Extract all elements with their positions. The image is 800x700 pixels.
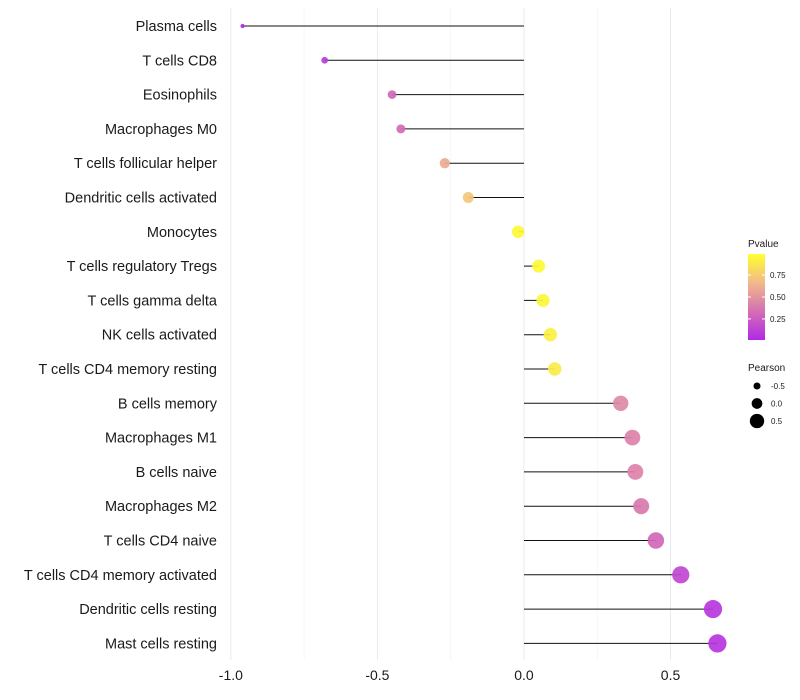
pearson-legend-dot: [753, 382, 761, 390]
y-category-label: Mast cells resting: [105, 636, 217, 652]
lollipop-dot: [647, 532, 665, 549]
lollipop-dot: [633, 498, 650, 515]
lollipop-dot: [439, 158, 450, 169]
pvalue-tick-label: 0.75: [770, 271, 786, 280]
x-grid-lines: [230, 8, 672, 660]
lollipop-dot: [536, 293, 550, 307]
lollipop-dot: [321, 56, 329, 64]
lollipop-dot: [627, 463, 644, 480]
y-category-label: Macrophages M1: [105, 431, 217, 447]
x-tick-label: 0.0: [514, 667, 534, 683]
lollipop-dot: [672, 566, 690, 584]
y-category-label: T cells CD8: [142, 53, 217, 69]
x-tick-label: -0.5: [365, 667, 389, 683]
x-axis-tick-labels: -1.0 -0.5 0.0 0.5: [219, 667, 681, 683]
lollipop-dot: [387, 90, 397, 99]
lollipop-dots: [240, 23, 727, 653]
y-category-label: Macrophages M0: [105, 122, 217, 138]
y-category-label: Macrophages M2: [105, 499, 217, 515]
y-category-label: T cells CD4 memory resting: [38, 362, 217, 378]
x-tick-label: -1.0: [219, 667, 243, 683]
pearson-legend-label: 0.0: [771, 400, 783, 409]
lollipop-dot: [612, 395, 629, 412]
y-category-label: Monocytes: [147, 225, 217, 241]
pvalue-legend: Pvalue 0.25 0.50 0.75: [748, 239, 786, 340]
pearson-legend-items: -0.5 0.0 0.5: [749, 382, 785, 429]
lollipop-dot: [240, 23, 245, 29]
pvalue-tick-label: 0.50: [770, 293, 786, 302]
lollipop-dot: [543, 328, 558, 342]
y-axis-category-labels: Plasma cells T cells CD8 Eosinophils Macrop…: [24, 19, 218, 652]
lollipop-dot: [396, 124, 406, 134]
lollipop-dot: [532, 259, 546, 273]
pvalue-legend-ticks: 0.25 0.50 0.75: [748, 271, 786, 324]
lollipop-dot: [703, 600, 723, 619]
pearson-legend-title: Pearson: [748, 363, 785, 374]
y-category-label: B cells naive: [136, 465, 217, 481]
lollipop-dot: [511, 225, 525, 239]
lollipop-dot: [547, 362, 562, 376]
y-category-label: T cells gamma delta: [88, 293, 218, 309]
y-category-label: T cells follicular helper: [74, 156, 217, 172]
y-category-label: B cells memory: [118, 396, 218, 412]
y-category-label: Plasma cells: [136, 19, 217, 35]
pvalue-legend-title: Pvalue: [748, 239, 779, 250]
lollipop-dot: [708, 634, 727, 653]
pearson-legend: Pearson -0.5 0.0 0.5: [748, 363, 785, 429]
y-category-label: T cells CD4 naive: [104, 534, 217, 550]
pearson-legend-dot: [749, 413, 765, 429]
y-category-label: T cells CD4 memory activated: [24, 568, 217, 584]
y-category-label: T cells regulatory Tregs: [67, 259, 217, 275]
pearson-legend-dot: [751, 398, 763, 409]
lollipop-dot: [624, 429, 641, 446]
pvalue-tick-label: 0.25: [770, 315, 786, 324]
x-tick-label: 0.5: [661, 667, 681, 683]
lollipop-dot: [462, 192, 474, 203]
pvalue-colorbar: [748, 254, 765, 340]
y-category-label: Dendritic cells activated: [65, 191, 217, 207]
pearson-legend-label: 0.5: [771, 417, 783, 426]
lollipop-stems: [242, 25, 718, 644]
y-category-label: Eosinophils: [143, 88, 217, 104]
pearson-legend-label: -0.5: [771, 382, 785, 391]
y-category-label: Dendritic cells resting: [79, 602, 217, 618]
y-category-label: NK cells activated: [102, 328, 217, 344]
